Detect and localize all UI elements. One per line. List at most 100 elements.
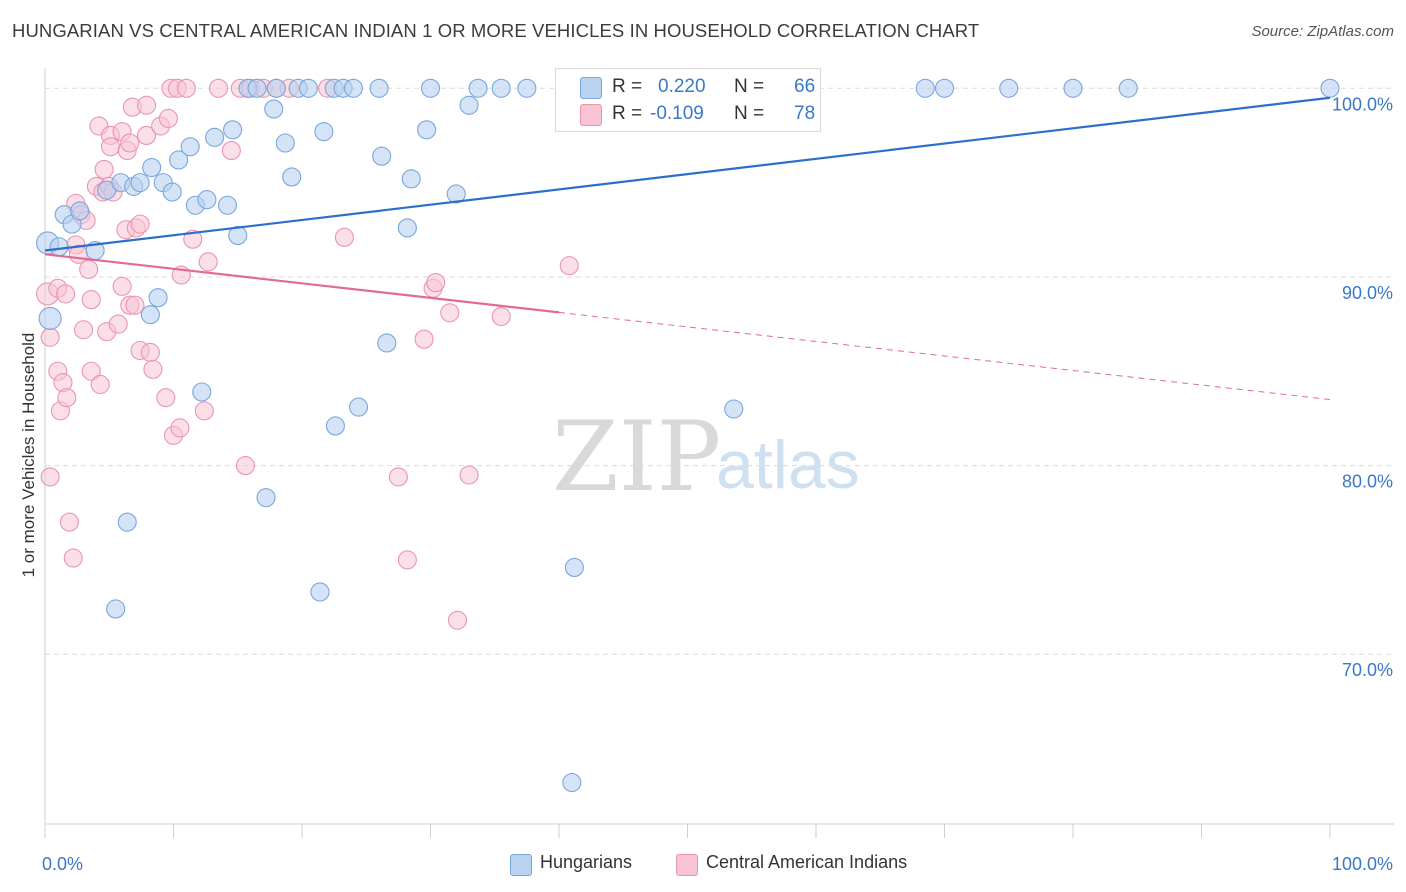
hungarians-series xyxy=(36,78,1340,793)
pink-point xyxy=(183,229,203,249)
pink-point xyxy=(56,284,76,304)
pink-point xyxy=(57,388,77,408)
pink-point xyxy=(74,320,94,340)
central-american-indians-series xyxy=(36,78,579,630)
blue-point xyxy=(142,157,162,178)
pink-point xyxy=(414,329,434,349)
pink-point xyxy=(194,401,214,421)
blue-point xyxy=(223,120,243,140)
pink-point xyxy=(90,374,110,395)
legend-r-label: R = xyxy=(612,103,643,124)
blue-point xyxy=(401,169,421,189)
legend-n-value: 78 xyxy=(794,103,816,124)
x-tick-label: 100.0% xyxy=(1332,854,1393,874)
source-label: Source: ZipAtlas.com xyxy=(1251,23,1394,40)
blue-point xyxy=(298,78,318,98)
blue-point xyxy=(228,225,248,245)
legend-swatch-blue xyxy=(580,77,602,99)
pink-point xyxy=(120,133,140,153)
y-tick-label: 90.0% xyxy=(1342,283,1393,303)
pink-point xyxy=(176,78,196,98)
blue-point xyxy=(562,772,582,793)
pink-point xyxy=(130,214,150,234)
blue-point xyxy=(934,78,955,98)
blue-point xyxy=(314,122,334,142)
blue-point xyxy=(162,182,182,202)
blue-point xyxy=(372,146,392,166)
pink-point xyxy=(81,361,101,381)
blue-point xyxy=(417,120,437,140)
pink-point xyxy=(156,388,176,408)
legend-r-value: 0.220 xyxy=(658,76,706,97)
bottom-legend-label: Hungarians xyxy=(540,852,633,872)
pink-point xyxy=(108,314,128,334)
blue-point xyxy=(130,173,150,193)
blue-point xyxy=(397,218,417,238)
blue-point xyxy=(247,78,267,98)
blue-point xyxy=(256,488,276,508)
blue-point xyxy=(49,237,69,257)
blue-point xyxy=(264,99,284,119)
pink-point xyxy=(94,159,114,179)
blue-point xyxy=(446,184,466,204)
pink-point xyxy=(125,295,145,315)
blue-point xyxy=(343,78,363,98)
blue-point xyxy=(1063,78,1083,98)
legend-n-label: N = xyxy=(734,103,765,124)
pink-point xyxy=(79,259,99,279)
blue-point xyxy=(369,78,389,98)
watermark-atlas: atlas xyxy=(716,427,860,503)
blue-point xyxy=(205,127,225,147)
blue-point xyxy=(517,78,537,98)
chart-title: HUNGARIAN VS CENTRAL AMERICAN INDIAN 1 O… xyxy=(12,20,980,41)
trend-lines xyxy=(44,96,1331,401)
blue-point xyxy=(106,599,126,619)
pink-point xyxy=(459,465,479,485)
pink-point xyxy=(388,467,408,487)
blue-point xyxy=(266,78,286,98)
pink-point xyxy=(235,456,256,476)
pink-point xyxy=(136,95,157,115)
blue-point xyxy=(192,382,212,402)
blue-point xyxy=(468,78,488,98)
blue-point xyxy=(282,167,302,187)
pink-point xyxy=(170,418,190,438)
blue-point xyxy=(38,306,62,330)
blue-point xyxy=(325,416,345,436)
pink-point xyxy=(491,307,511,327)
hungarians-trendline xyxy=(44,96,1331,252)
axes xyxy=(44,68,1394,838)
pink-point xyxy=(136,125,157,146)
y-tick-label: 70.0% xyxy=(1342,660,1393,680)
blue-point xyxy=(999,78,1019,98)
blue-point xyxy=(1320,78,1340,98)
central-american-indians-trendline-extension xyxy=(558,311,1331,401)
pink-point xyxy=(334,227,354,247)
y-tick-label: 80.0% xyxy=(1342,472,1393,492)
pink-point xyxy=(40,327,60,347)
pink-point xyxy=(397,550,417,570)
pink-point xyxy=(158,108,178,129)
blue-point xyxy=(420,78,441,98)
x-tick-label: 0.0% xyxy=(42,854,83,874)
pink-point xyxy=(112,276,132,296)
pink-point xyxy=(143,359,163,379)
blue-point xyxy=(564,557,584,577)
blue-point xyxy=(217,195,238,215)
legend-swatch-pink xyxy=(580,104,602,126)
pink-point xyxy=(40,467,60,487)
legend-n-label: N = xyxy=(734,76,765,97)
blue-point xyxy=(180,137,200,157)
bottom-legend-swatch-pink xyxy=(676,854,698,876)
y-tick-label: 100.0% xyxy=(1332,94,1393,114)
pink-point xyxy=(100,137,121,157)
blue-point xyxy=(915,78,935,98)
blue-point xyxy=(148,288,168,308)
blue-point xyxy=(377,333,397,353)
blue-point xyxy=(491,78,511,98)
watermark-zip: ZIP xyxy=(552,401,721,513)
blue-point xyxy=(117,512,137,532)
bottom-legend-swatch-blue xyxy=(510,854,532,876)
blue-point xyxy=(1118,78,1138,98)
